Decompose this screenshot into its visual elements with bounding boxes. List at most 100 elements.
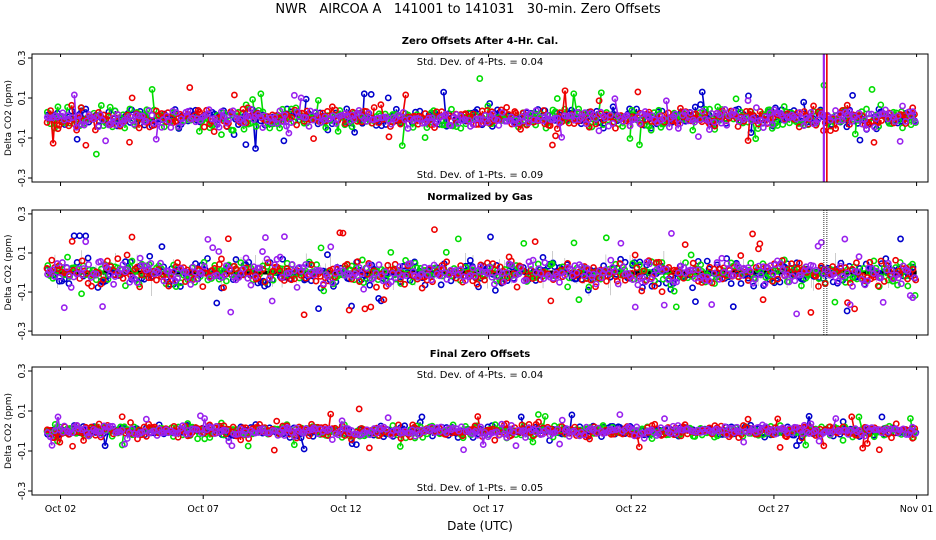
data-point-gas4	[180, 268, 187, 276]
data-point-gas4	[428, 276, 435, 284]
data-point-gas4	[290, 267, 298, 275]
series-line-gas4	[707, 120, 711, 130]
data-point-gas4	[471, 272, 479, 280]
data-point-gas4	[136, 254, 144, 262]
data-point-gas4	[266, 275, 273, 282]
data-point-gas4	[673, 278, 680, 286]
data-point-gas4	[710, 269, 718, 277]
data-point-gas4	[360, 285, 368, 293]
data-point-gas4	[165, 118, 173, 125]
data-point-gas4	[220, 113, 228, 121]
y-tick-label: 0.3	[17, 206, 28, 221]
data-point-gas4	[174, 274, 182, 282]
data-point-gas3	[595, 274, 603, 282]
data-point-gas1	[727, 280, 735, 287]
data-point-gas4	[278, 118, 286, 126]
data-point-gas4	[662, 265, 670, 273]
data-point-gas4	[573, 269, 581, 277]
y-tick-label: 0.1	[17, 245, 28, 260]
data-point-gas3	[513, 283, 521, 291]
data-point-gas3	[481, 276, 488, 284]
data-point-gas4	[276, 107, 284, 115]
data-point-gas3	[821, 280, 829, 288]
data-point-gas3	[595, 97, 603, 105]
data-point-gas3	[402, 91, 410, 99]
data-point-gas4	[525, 119, 533, 127]
data-point-gas4	[729, 272, 737, 279]
data-point-gas4	[646, 260, 653, 268]
data-point-gas4	[169, 107, 177, 115]
data-point-gas4	[109, 114, 117, 122]
y-axis-label: Delta CO2 (ppm)	[4, 80, 14, 156]
data-point-gas4	[577, 263, 585, 271]
data-point-gas3	[892, 256, 900, 264]
data-point-gas4	[529, 256, 537, 264]
data-point-gas3	[829, 263, 837, 270]
data-point-gas3	[418, 284, 426, 292]
data-point-gas4	[897, 280, 905, 288]
data-point-gas4	[457, 266, 465, 273]
data-point-gas4	[846, 301, 854, 309]
data-point-gas4	[665, 276, 672, 284]
data-point-gas2	[314, 96, 322, 104]
data-point-gas4	[297, 94, 305, 102]
panel-frame	[31, 209, 929, 336]
normalized-point	[862, 270, 866, 275]
data-point-gas1	[856, 136, 864, 144]
data-point-gas4	[759, 124, 767, 131]
data-point-gas1	[487, 233, 494, 241]
data-point-gas3	[744, 277, 752, 284]
series-line-gas4	[457, 115, 462, 124]
data-point-gas4	[358, 270, 365, 278]
std-dev-4pts: Std. Dev. of 4-Pts. = 0.04	[417, 57, 543, 68]
data-point-gas3	[489, 260, 497, 268]
data-point-gas4	[540, 275, 548, 283]
series-line-gas1	[442, 92, 448, 127]
data-point-gas4	[350, 115, 358, 123]
data-point-gas4	[99, 116, 107, 124]
data-point-gas4	[791, 277, 799, 285]
data-point-gas3	[612, 124, 619, 132]
data-point-gas2	[64, 253, 71, 261]
data-point-gas2	[448, 105, 455, 113]
data-point-gas3	[128, 233, 136, 241]
data-point-gas4	[523, 276, 530, 284]
data-point-gas4	[911, 274, 919, 282]
data-point-gas4	[687, 109, 695, 117]
data-point-gas1	[300, 445, 308, 453]
data-point-gas4	[287, 119, 295, 127]
series-line-gas4	[285, 125, 290, 134]
data-point-gas2	[128, 257, 136, 265]
data-point-gas2	[585, 283, 593, 291]
data-point-gas2	[672, 303, 680, 311]
y-tick-label: -0.1	[17, 442, 28, 461]
data-point-gas4	[184, 274, 191, 281]
data-point-gas3	[153, 276, 160, 284]
data-point-gas4	[855, 253, 863, 261]
data-point-gas1	[384, 94, 392, 102]
data-point-gas1	[760, 282, 767, 289]
series-line-gas2	[638, 119, 643, 145]
data-point-gas4	[314, 113, 322, 121]
data-point-gas2	[697, 261, 705, 269]
data-point-gas4	[590, 270, 598, 278]
data-point-gas3	[231, 91, 238, 99]
panel-1: Zero Offsets After 4-Hr. Cal.Delta CO2 (…	[4, 36, 929, 187]
data-point-gas3	[199, 283, 207, 291]
data-point-gas4	[259, 124, 267, 131]
data-point-gas4	[424, 271, 432, 279]
data-point-gas4	[880, 110, 888, 118]
data-point-gas4	[527, 262, 535, 269]
data-point-gas4	[244, 113, 252, 120]
data-point-gas4	[558, 133, 566, 141]
data-point-gas3	[880, 278, 888, 285]
data-point-gas4	[167, 124, 175, 131]
data-point-gas3	[361, 305, 369, 313]
data-point-gas2	[899, 124, 906, 132]
data-point-gas3	[689, 259, 697, 267]
data-point-gas4	[90, 270, 98, 278]
data-point-gas3	[138, 271, 145, 279]
data-point-gas1	[750, 282, 758, 290]
data-point-gas2	[317, 244, 325, 252]
data-point-gas4	[911, 118, 919, 126]
